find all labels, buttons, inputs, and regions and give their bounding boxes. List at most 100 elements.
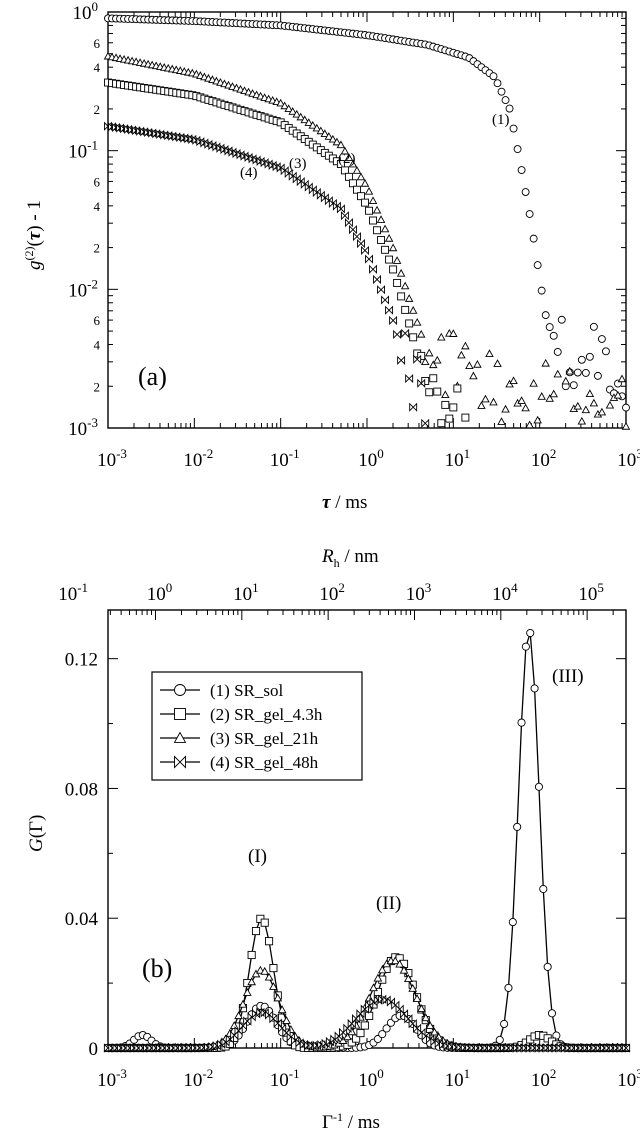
data-point: [549, 389, 558, 398]
y-minor-tick-label: 2: [94, 241, 101, 256]
series-point: [403, 974, 413, 983]
y-minor-tick-label: 6: [94, 36, 101, 51]
data-point: [312, 123, 322, 132]
data-point: [421, 377, 430, 385]
data-point: [304, 118, 314, 126]
legend-label: (1) SR_sol: [210, 681, 283, 700]
series-point: [513, 822, 522, 831]
data-point: [577, 355, 586, 364]
series-point: [399, 965, 409, 974]
panel-b-distribution-plot: 10-3 10-2 10-1 100 101 102 103 10-1 100 101 102 103…: [26, 546, 640, 1132]
data-point: [276, 98, 285, 107]
data-point: [392, 256, 402, 264]
data-point: [336, 160, 345, 168]
data-point: [473, 360, 482, 368]
series-point: [343, 1032, 352, 1041]
curve-label-2: (2): [338, 151, 356, 167]
data-point: [577, 416, 587, 425]
data-point: [437, 419, 446, 428]
series-point: [251, 926, 261, 936]
series-point: [260, 918, 269, 927]
data-point: [381, 245, 390, 254]
x-tick-label: 101: [445, 1066, 471, 1091]
series-point: [552, 1031, 561, 1040]
data-point: [505, 104, 514, 113]
y-tick-label: 10-2: [68, 276, 98, 301]
data-point: [497, 417, 506, 425]
data-point: [445, 414, 454, 423]
data-point: [441, 400, 450, 409]
series-point: [247, 977, 257, 986]
data-point: [565, 366, 575, 375]
data-point: [501, 404, 510, 413]
data-point: [589, 322, 598, 331]
series-point: [242, 988, 252, 996]
series-point: [251, 969, 261, 978]
series-point: [508, 918, 517, 927]
data-point: [573, 368, 582, 377]
data-point: [525, 210, 534, 218]
series-point: [500, 1019, 509, 1028]
y-tick-label: 0: [89, 1039, 99, 1060]
data-point: [597, 407, 607, 416]
data-point: [424, 348, 434, 357]
series-point: [539, 884, 548, 894]
series-point: [621, 1043, 631, 1053]
data-point: [493, 79, 502, 88]
panel-b-top-axis-label: Rh / nm: [321, 546, 379, 570]
data-point: [433, 387, 442, 396]
panel-a-label: (a): [138, 362, 167, 391]
data-point: [409, 333, 418, 342]
data-point: [421, 418, 430, 428]
data-point: [284, 104, 293, 112]
series-point: [408, 983, 418, 992]
data-point: [581, 368, 590, 377]
data-point: [336, 140, 346, 149]
data-point: [288, 107, 297, 115]
data-point: [401, 305, 410, 314]
series-point: [234, 1011, 243, 1020]
y-tick-label: 0.12: [65, 650, 98, 671]
data-point: [393, 278, 402, 287]
top-tick-label: 10-1: [58, 580, 88, 605]
series-point: [273, 993, 283, 1002]
data-point: [280, 101, 289, 110]
data-point: [320, 129, 330, 137]
data-point: [401, 328, 410, 338]
legend-label: (2) SR_gel_4.3h: [210, 705, 323, 724]
data-point: [622, 403, 630, 412]
series-point: [277, 1005, 287, 1014]
series-point: [247, 950, 256, 960]
series-point: [365, 1011, 374, 1020]
data-point: [409, 402, 418, 412]
data-point: [376, 215, 386, 223]
series-point: [373, 973, 383, 982]
data-point: [509, 124, 518, 133]
series-point: [417, 1004, 426, 1013]
data-point: [441, 390, 450, 399]
data-point: [364, 186, 374, 195]
data-point: [461, 413, 470, 422]
data-point: [501, 96, 510, 105]
data-point: [533, 415, 542, 424]
x-tick-label: 103: [617, 446, 640, 471]
data-point: [541, 311, 550, 320]
data-point: [453, 384, 462, 393]
data-point: [461, 341, 470, 350]
panel-a-correlation-plot: 10-3 10-2 10-1 100 101 102 103 10-3 10-2 10-1 100 2…: [22, 0, 640, 513]
data-point: [605, 400, 615, 409]
data-point: [397, 292, 406, 301]
data-point: [365, 254, 373, 264]
x-tick-label: 10-1: [270, 1066, 300, 1091]
data-point: [344, 172, 353, 181]
data-point: [380, 224, 390, 233]
x-tick-label: 10-3: [97, 446, 127, 471]
top-tick-label: 104: [492, 580, 518, 605]
series-point: [378, 1030, 387, 1039]
data-point: [621, 422, 631, 430]
curve-label-1: (1): [492, 112, 510, 128]
data-point: [597, 335, 606, 343]
data-point: [353, 185, 361, 194]
data-point: [340, 146, 350, 155]
